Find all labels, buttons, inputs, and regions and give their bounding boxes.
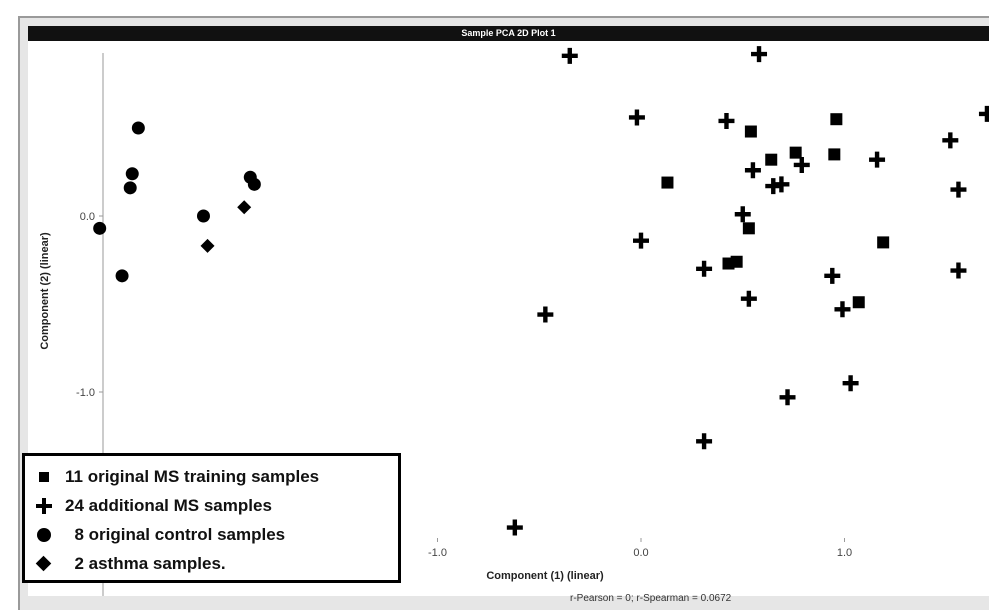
data-point-plus: [561, 47, 578, 64]
diamond-marker-icon: [31, 552, 65, 576]
y-axis-label: Component (2) (linear): [39, 232, 51, 350]
data-point-plus: [834, 301, 851, 318]
chart-title: Sample PCA 2D Plot 1: [28, 26, 989, 41]
data-point-plus: [506, 519, 523, 536]
data-point-plus: [950, 262, 967, 279]
data-point-plus: [824, 267, 841, 284]
legend-item-ms-training: 11 original MS training samples: [31, 462, 398, 491]
data-point-square: [828, 148, 841, 161]
legend: 11 original MS training samples 24 addit…: [22, 453, 401, 583]
data-point-plus: [718, 112, 735, 129]
x-tick-label: -1.0: [428, 547, 447, 559]
x-tick-label: 1.0: [837, 547, 852, 559]
data-point-plus: [696, 433, 713, 450]
plus-marker-icon: [31, 494, 65, 518]
data-point-circle: [115, 269, 129, 283]
data-point-circle: [131, 121, 145, 135]
data-point-square: [789, 146, 802, 159]
legend-label: 11 original MS training samples: [65, 466, 320, 486]
data-point-square: [744, 125, 757, 138]
data-point-square: [830, 113, 843, 126]
data-point-square: [852, 296, 865, 309]
circle-marker-icon: [31, 523, 65, 547]
legend-label: 24 additional MS samples: [65, 495, 272, 515]
legend-item-control: 8 original control samples: [31, 520, 398, 549]
data-point-plus: [628, 109, 645, 126]
data-point-square: [730, 255, 743, 268]
data-point-plus: [773, 176, 790, 193]
data-point-plus: [537, 306, 554, 323]
data-point-plus: [744, 162, 761, 179]
data-point-plus: [633, 232, 649, 249]
data-point-diamond: [237, 200, 252, 215]
data-point-plus: [950, 181, 967, 198]
data-point-circle: [123, 181, 137, 195]
x-axis-label: Component (1) (linear): [486, 570, 604, 582]
correlation-stats: r-Pearson = 0; r-Spearman = 0.0672: [570, 593, 732, 604]
data-point-plus: [779, 389, 796, 406]
data-point-plus: [793, 156, 810, 173]
x-tick-label: 0.0: [633, 547, 648, 559]
legend-item-asthma: 2 asthma samples.: [31, 549, 398, 578]
legend-item-additional-ms: 24 additional MS samples: [31, 491, 398, 520]
data-point-plus: [696, 260, 713, 277]
legend-label: 8 original control samples: [65, 524, 286, 544]
data-point-circle: [247, 177, 261, 191]
data-point-diamond: [200, 238, 215, 253]
data-point-plus: [765, 178, 782, 195]
data-point-plus: [842, 375, 859, 392]
data-point-square: [765, 153, 778, 166]
data-point-circle: [196, 209, 210, 223]
data-point-plus: [751, 46, 768, 63]
data-point-plus: [978, 105, 989, 122]
y-tick-label: 0.0: [80, 211, 95, 223]
data-point-square: [877, 236, 890, 249]
data-point-plus: [740, 290, 757, 307]
data-point-plus: [942, 132, 959, 149]
square-marker-icon: [31, 465, 65, 489]
y-tick-label: -1.0: [76, 387, 95, 399]
data-point-circle: [93, 221, 107, 235]
data-point-plus: [869, 151, 886, 168]
legend-label: 2 asthma samples.: [65, 553, 226, 573]
data-point-circle: [125, 167, 139, 181]
data-point-square: [742, 222, 755, 235]
scatter-chart: 0.0 -1.0 -1.0 0.0 1.0 Component (1) (linear) C…: [39, 46, 989, 596]
data-point-plus: [734, 206, 751, 223]
data-point-square: [661, 176, 674, 189]
